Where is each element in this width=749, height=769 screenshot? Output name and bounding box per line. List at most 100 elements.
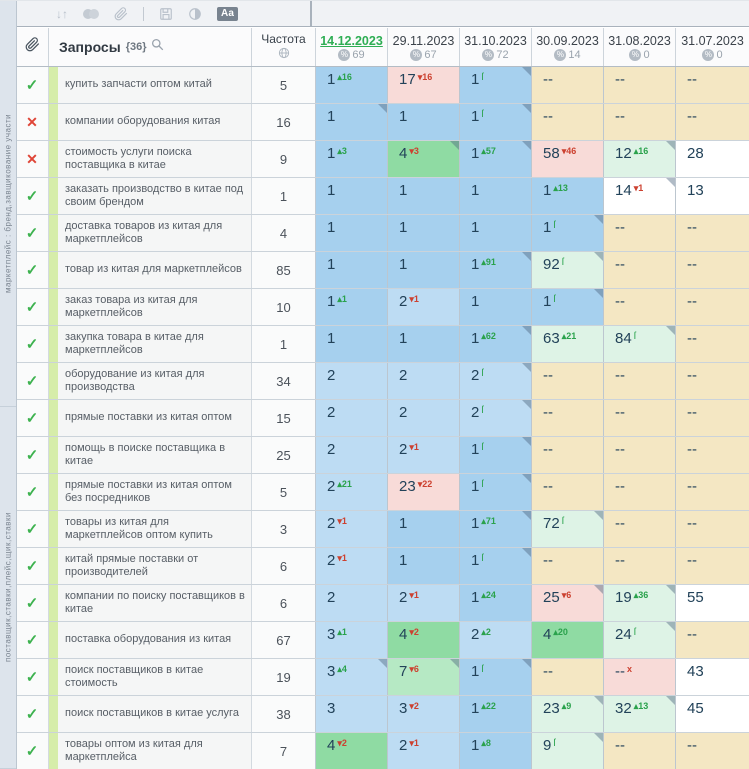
position-cell[interactable]: 1	[388, 104, 460, 140]
status-cell[interactable]: ✓	[16, 437, 49, 473]
position-cell[interactable]: --	[676, 326, 749, 362]
position-cell[interactable]: 2	[316, 400, 388, 436]
position-cell[interactable]: --	[604, 363, 676, 399]
position-cell[interactable]: 2	[388, 400, 460, 436]
position-cell[interactable]: 2	[316, 437, 388, 473]
position-cell[interactable]: 1	[388, 252, 460, 288]
keyword-cell[interactable]: китай прямые поставки от производителей	[49, 548, 252, 584]
position-cell[interactable]: --	[604, 289, 676, 325]
position-cell[interactable]: -- x	[604, 659, 676, 695]
status-cell[interactable]: ✓	[16, 548, 49, 584]
date-header[interactable]: 29.11.2023% 67	[388, 28, 460, 66]
position-cell[interactable]: 13	[676, 178, 749, 214]
position-cell[interactable]: --	[676, 437, 749, 473]
date-header[interactable]: 31.08.2023% 0	[604, 28, 676, 66]
position-cell[interactable]: --	[532, 548, 604, 584]
position-cell[interactable]: 2 ▾1	[316, 548, 388, 584]
link-icon[interactable]	[114, 6, 128, 21]
keyword-cell[interactable]: заказать производство в китае под своим …	[49, 178, 252, 214]
position-cell[interactable]: --	[532, 474, 604, 510]
position-cell[interactable]: 14 ▾1	[604, 178, 676, 214]
position-cell[interactable]: 1	[316, 252, 388, 288]
position-cell[interactable]: --	[604, 400, 676, 436]
position-cell[interactable]: 1 ▴57	[460, 141, 532, 177]
position-cell[interactable]: 1	[460, 215, 532, 251]
status-cell[interactable]: ✓	[16, 474, 49, 510]
position-cell[interactable]: 32 ▴13	[604, 696, 676, 732]
keyword-cell[interactable]: прямые поставки из китая оптом	[49, 400, 252, 436]
position-cell[interactable]: 2 ▾1	[316, 511, 388, 547]
keyword-cell[interactable]: товары из китая для маркетплейсов оптом …	[49, 511, 252, 547]
position-cell[interactable]: --	[676, 622, 749, 658]
search-icon[interactable]	[151, 38, 164, 56]
keyword-cell[interactable]: купить запчасти оптом китай	[49, 67, 252, 103]
position-cell[interactable]: --	[532, 363, 604, 399]
status-cell[interactable]: ✕	[16, 104, 49, 140]
position-cell[interactable]: --	[604, 252, 676, 288]
keyword-cell[interactable]: компании по поиску поставщиков в китае	[49, 585, 252, 621]
position-cell[interactable]: 19 ▴36	[604, 585, 676, 621]
position-cell[interactable]: --	[676, 289, 749, 325]
position-cell[interactable]: 1	[316, 178, 388, 214]
position-cell[interactable]: --	[676, 548, 749, 584]
position-cell[interactable]: 58 ▾46	[532, 141, 604, 177]
position-cell[interactable]: --	[676, 104, 749, 140]
position-cell[interactable]: --	[676, 363, 749, 399]
position-cell[interactable]: --	[532, 437, 604, 473]
position-cell[interactable]: 1	[316, 104, 388, 140]
status-cell[interactable]: ✓	[16, 215, 49, 251]
status-cell[interactable]: ✓	[16, 696, 49, 732]
keyword-cell[interactable]: помощь в поиске поставщика в китае	[49, 437, 252, 473]
keyword-cell[interactable]: закупка товара в китае для маркетплейсов	[49, 326, 252, 362]
position-cell[interactable]: 1 ▴22	[460, 696, 532, 732]
status-cell[interactable]: ✕	[16, 141, 49, 177]
position-cell[interactable]: 1	[388, 548, 460, 584]
status-cell[interactable]: ✓	[16, 400, 49, 436]
toggle-icon[interactable]	[83, 8, 99, 19]
position-cell[interactable]: 2 ▴21	[316, 474, 388, 510]
position-cell[interactable]: 4 ▾3	[388, 141, 460, 177]
position-cell[interactable]: --	[532, 400, 604, 436]
position-cell[interactable]: 25 ▾6	[532, 585, 604, 621]
position-cell[interactable]: 1 ▴71	[460, 511, 532, 547]
position-cell[interactable]: 1 ▴3	[316, 141, 388, 177]
keyword-cell[interactable]: стоимость услуги поиска поставщика в кит…	[49, 141, 252, 177]
position-cell[interactable]: 3 ▴4	[316, 659, 388, 695]
position-cell[interactable]: 84 ſ	[604, 326, 676, 362]
position-cell[interactable]: 1 ▴13	[532, 178, 604, 214]
keyword-cell[interactable]: прямые поставки из китая оптом без посре…	[49, 474, 252, 510]
position-cell[interactable]: 3 ▾2	[388, 696, 460, 732]
position-cell[interactable]: --	[604, 733, 676, 769]
position-cell[interactable]: 45	[676, 696, 749, 732]
queries-header[interactable]: Запросы {36}	[49, 28, 252, 66]
position-cell[interactable]: 1 ▴8	[460, 733, 532, 769]
position-cell[interactable]: 1	[388, 326, 460, 362]
position-cell[interactable]: 2	[316, 363, 388, 399]
position-cell[interactable]: --	[676, 400, 749, 436]
position-cell[interactable]: 23 ▾22	[388, 474, 460, 510]
keyword-cell[interactable]: поиск поставщиков в китае услуга	[49, 696, 252, 732]
link-column-header[interactable]	[16, 28, 49, 66]
keyword-cell[interactable]: заказ товара из китая для маркетплейсов	[49, 289, 252, 325]
position-cell[interactable]: 12 ▴16	[604, 141, 676, 177]
keyword-cell[interactable]: товары оптом из китая для маркетплейса	[49, 733, 252, 769]
position-cell[interactable]: 1 ▴91	[460, 252, 532, 288]
position-cell[interactable]: --	[604, 67, 676, 103]
status-cell[interactable]: ✓	[16, 252, 49, 288]
position-cell[interactable]: 23 ▴9	[532, 696, 604, 732]
status-cell[interactable]: ✓	[16, 363, 49, 399]
position-cell[interactable]: 2	[388, 363, 460, 399]
keyword-cell[interactable]: товар из китая для маркетплейсов	[49, 252, 252, 288]
position-cell[interactable]: 2 ▾1	[388, 585, 460, 621]
keyword-cell[interactable]: доставка товаров из китая для маркетплей…	[49, 215, 252, 251]
position-cell[interactable]: --	[532, 659, 604, 695]
position-cell[interactable]: --	[604, 548, 676, 584]
position-cell[interactable]: --	[676, 215, 749, 251]
position-cell[interactable]: 4 ▾2	[316, 733, 388, 769]
